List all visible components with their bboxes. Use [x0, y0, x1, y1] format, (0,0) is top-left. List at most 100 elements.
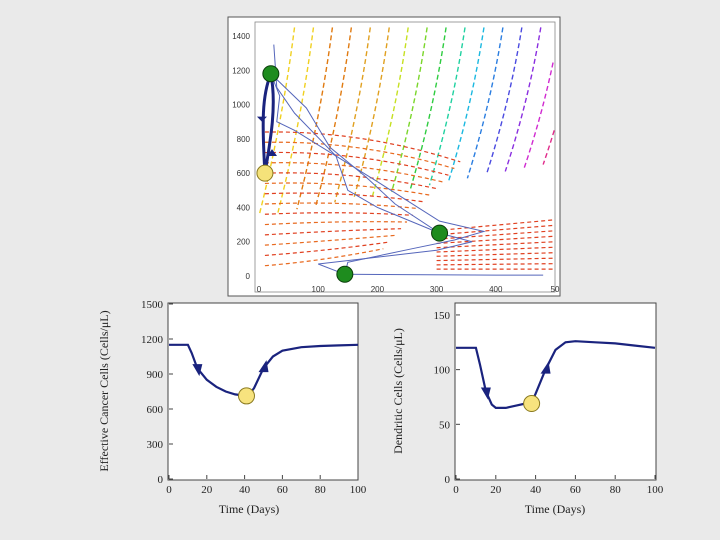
cancer-ticks: 0 20 40 60 80 100 0 300 600 900 1200 1500	[141, 299, 367, 496]
field-streamline	[390, 27, 428, 193]
field-streamline	[264, 228, 402, 236]
phase-y-tick: 1000	[232, 101, 250, 110]
phase-x-tick: 50	[551, 285, 560, 294]
y-tick-label: 150	[434, 310, 451, 322]
separatrix-curve	[270, 73, 486, 275]
field-streamline	[504, 27, 542, 172]
x-tick-label: 0	[453, 484, 459, 496]
field-streamline	[264, 248, 384, 267]
field-streamline	[264, 221, 408, 226]
stable-equilibrium-point	[431, 224, 449, 242]
cancer-time-plot: 0 20 40 60 80 100 0 300 600 900 1200 1500 Time (Day…	[97, 299, 367, 516]
y-tick-label: 0	[158, 474, 164, 486]
phase-x-tick: 0	[257, 285, 262, 294]
field-streamline	[447, 27, 485, 182]
dendritic-arrows	[480, 361, 551, 400]
field-streamline	[277, 27, 315, 213]
field-streamline	[264, 212, 413, 216]
x-tick-label: 100	[350, 484, 367, 496]
phase-x-tick: 300	[430, 285, 444, 294]
stable-equilibrium-point	[336, 265, 354, 283]
x-tick-label: 100	[647, 484, 664, 496]
field-streamline	[315, 27, 353, 206]
field-streamline	[264, 234, 396, 246]
phase-points	[256, 65, 449, 283]
field-streamline	[436, 241, 556, 249]
x-tick-label: 40	[239, 484, 251, 496]
orbit-arrow	[256, 116, 267, 122]
phase-frame	[227, 16, 561, 297]
field-streamline	[428, 27, 466, 186]
trend-up-arrow	[258, 360, 269, 373]
x-tick-label: 20	[201, 484, 213, 496]
separatrix-curve	[270, 73, 544, 276]
field-streamline	[436, 230, 556, 240]
field-streamline	[523, 62, 554, 169]
y-tick-label: 600	[147, 404, 164, 416]
phase-y-tick: 0	[246, 272, 251, 281]
phase-x-tick: 200	[371, 285, 385, 294]
field-streamline	[264, 151, 449, 176]
field-streamline	[485, 27, 523, 176]
phase-y-tick: 800	[237, 135, 251, 144]
cancer-ylabel: Effective Cancer Cells (Cells/μL)	[97, 310, 111, 471]
field-streamline	[436, 219, 556, 232]
field-streamline	[436, 252, 556, 257]
dendritic-ticks: 0 20 40 60 80 100 0 50 100 150	[434, 310, 664, 496]
orbit-arrow	[267, 149, 278, 156]
field-streamline	[436, 246, 556, 253]
x-tick-label: 60	[277, 484, 289, 496]
trend-down-arrow	[192, 364, 203, 377]
phase-y-tick: 1200	[232, 66, 250, 75]
phase-y-tick: 200	[237, 238, 251, 247]
dendritic-ylabel: Dendritic Cells (Cells/μL)	[391, 328, 405, 454]
x-tick-label: 20	[490, 484, 502, 496]
y-tick-label: 900	[147, 369, 164, 381]
dendritic-xlabel: Time (Days)	[525, 502, 586, 516]
y-tick-label: 0	[445, 474, 451, 486]
field-streamline	[264, 172, 437, 190]
x-tick-label: 80	[610, 484, 622, 496]
field-streamline	[436, 224, 556, 236]
phase-plot-area	[254, 21, 556, 293]
field-streamline	[436, 235, 556, 245]
field-streamline	[353, 27, 390, 200]
field-streamline	[264, 202, 419, 210]
field-streamline	[264, 131, 461, 163]
y-tick-label: 1200	[141, 334, 164, 346]
field-streamline	[264, 141, 455, 170]
phase-trajectories	[256, 44, 544, 276]
y-tick-label: 300	[147, 439, 164, 451]
field-streamline	[466, 27, 504, 179]
field-streamline	[371, 27, 409, 196]
field-streamline	[409, 27, 447, 189]
field-streamline	[296, 27, 334, 210]
cancer-plot-frame	[167, 302, 359, 481]
y-tick-label: 1500	[141, 299, 164, 311]
saddle-equilibrium-point	[256, 164, 274, 182]
trend-down-arrow	[480, 387, 491, 400]
trend-up-arrow	[540, 361, 551, 374]
x-tick-label: 40	[530, 484, 542, 496]
field-streamline	[264, 192, 425, 203]
field-streamline	[542, 130, 555, 165]
y-tick-label: 50	[439, 419, 451, 431]
dendritic-marker	[523, 395, 541, 413]
phase-y-tick: 400	[237, 203, 251, 212]
stable-equilibrium-point	[262, 65, 280, 83]
dendritic-time-plot: 0 20 40 60 80 100 0 50 100 150 Time (Days) Dendri…	[391, 302, 664, 516]
phase-y-tick: 1400	[232, 32, 250, 41]
field-streamline	[264, 162, 443, 183]
cancer-arrows	[192, 360, 269, 377]
phase-y-tick: 600	[237, 169, 251, 178]
field-streamline	[436, 263, 556, 266]
x-tick-label: 80	[315, 484, 327, 496]
x-tick-label: 0	[166, 484, 172, 496]
vector-field	[258, 27, 556, 270]
field-streamline	[436, 257, 556, 262]
cancer-marker	[237, 387, 255, 405]
y-tick-label: 100	[434, 365, 451, 377]
